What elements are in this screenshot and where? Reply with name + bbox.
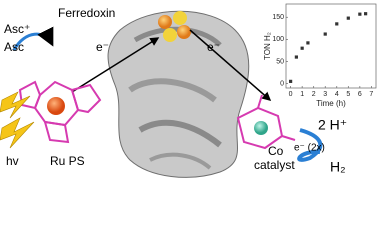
y-tick-label: 150 [272, 14, 284, 21]
y-tick-label: 100 [272, 36, 284, 43]
light-bolts [0, 91, 35, 149]
label: Ferredoxin [58, 6, 115, 20]
x-tick-label: 5 [346, 91, 350, 98]
asc-arrow [12, 26, 54, 51]
y-tick-label: 0 [280, 80, 284, 87]
y-axis-label: TON H₂ [263, 32, 272, 60]
ru-complex [18, 80, 102, 144]
labels: Ferredoxin Asc⁺ Asc e⁻ e⁻ hv Ru PS Co ca… [4, 6, 347, 175]
x-tick-label: 1 [300, 91, 304, 98]
point [300, 46, 304, 50]
label: Asc [4, 40, 24, 54]
protein [107, 10, 250, 178]
figure: Ferredoxin Asc⁺ Asc e⁻ e⁻ hv Ru PS Co ca… [0, 3, 377, 178]
point [335, 22, 339, 26]
x-tick-label: 2 [312, 91, 316, 98]
label: 2 H⁺ [318, 117, 347, 133]
label: H₂ [330, 159, 346, 175]
label: e⁻ [207, 40, 220, 54]
h2-arrow [297, 128, 323, 162]
label: catalyst [254, 158, 295, 172]
point [306, 41, 310, 45]
fe-s-cluster [158, 11, 191, 42]
point [323, 32, 327, 36]
point [289, 79, 293, 83]
electron-arrows [71, 29, 272, 101]
point [364, 12, 368, 16]
x-tick-label: 3 [323, 91, 327, 98]
co-complex [236, 94, 296, 150]
plot-frame [285, 3, 377, 89]
point [346, 16, 350, 20]
x-axis-label: Time (h) [316, 99, 346, 108]
label: Ru PS [50, 154, 85, 168]
x-tick-label: 0 [289, 91, 293, 98]
y-tick-label: 50 [276, 58, 284, 65]
x-tick-label: 7 [369, 91, 373, 98]
label: e⁻ (2x) [294, 143, 325, 154]
label: e⁻ [96, 40, 109, 54]
point [358, 12, 362, 16]
point [294, 55, 298, 59]
label: hv [6, 154, 19, 168]
label: Co [268, 144, 284, 158]
x-tick-label: 6 [358, 91, 362, 98]
label: Asc⁺ [4, 22, 30, 36]
x-tick-label: 4 [335, 91, 339, 98]
